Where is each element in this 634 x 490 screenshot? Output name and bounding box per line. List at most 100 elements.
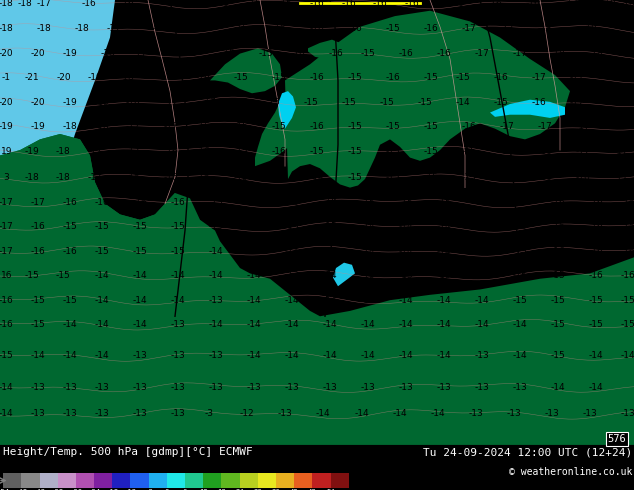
Text: -14: -14	[588, 383, 604, 392]
Text: -15: -15	[170, 222, 185, 231]
Text: -14: -14	[94, 296, 109, 305]
Text: -14: -14	[360, 247, 375, 256]
Text: -16: -16	[487, 0, 502, 8]
Text: -17: -17	[576, 122, 591, 131]
Text: -15: -15	[233, 122, 249, 131]
Text: -54: -54	[0, 489, 10, 490]
Text: -15: -15	[30, 296, 46, 305]
Text: -15: -15	[385, 122, 401, 131]
Text: -19: -19	[0, 122, 14, 131]
Text: -16: -16	[493, 74, 508, 82]
Text: -16: -16	[588, 247, 604, 256]
Bar	[167, 473, 185, 488]
Text: -17: -17	[569, 98, 585, 107]
Text: -18: -18	[100, 49, 115, 58]
Text: -15: -15	[62, 296, 77, 305]
Bar	[240, 473, 258, 488]
Text: -15: -15	[322, 222, 337, 231]
Text: -14: -14	[436, 320, 451, 329]
Text: -15: -15	[132, 247, 147, 256]
Text: -17: -17	[620, 49, 634, 58]
Bar	[330, 473, 349, 488]
Text: -15: -15	[246, 222, 261, 231]
Text: -14: -14	[550, 383, 566, 392]
Text: -13: -13	[62, 383, 77, 392]
Text: -14: -14	[284, 351, 299, 361]
Polygon shape	[285, 11, 570, 188]
Polygon shape	[278, 91, 296, 129]
Text: -16: -16	[309, 74, 325, 82]
Text: -14: -14	[360, 320, 375, 329]
Text: -16: -16	[500, 147, 515, 156]
Text: 18: 18	[217, 489, 226, 490]
Text: -14: -14	[284, 247, 299, 256]
Text: -16: -16	[373, 0, 388, 8]
Text: -16: -16	[620, 271, 634, 280]
Text: -16: -16	[449, 0, 464, 8]
Text: -13: -13	[278, 409, 293, 418]
Text: -48: -48	[15, 489, 28, 490]
Text: -14: -14	[398, 222, 413, 231]
Text: -16: -16	[271, 147, 287, 156]
Text: 3: 3	[3, 173, 10, 182]
Text: -15: -15	[620, 296, 634, 305]
Text: -20: -20	[56, 74, 71, 82]
Text: -14: -14	[132, 296, 147, 305]
Text: -16: -16	[309, 122, 325, 131]
Bar	[58, 473, 76, 488]
Text: -13: -13	[506, 409, 521, 418]
Text: -18: -18	[0, 0, 14, 8]
Text: 30: 30	[254, 489, 262, 490]
Text: -15: -15	[94, 247, 109, 256]
Text: -15: -15	[385, 147, 401, 156]
Text: -18: -18	[582, 24, 597, 33]
Text: -15: -15	[56, 271, 71, 280]
Text: -17: -17	[614, 147, 629, 156]
Text: -16: -16	[620, 198, 634, 207]
Text: -16: -16	[512, 198, 527, 207]
Polygon shape	[490, 99, 565, 118]
Text: -14: -14	[246, 296, 261, 305]
Text: -15: -15	[347, 74, 363, 82]
Text: -14: -14	[430, 409, 445, 418]
Text: -18: -18	[126, 98, 141, 107]
Text: -16: -16	[620, 247, 634, 256]
Text: -14: -14	[512, 320, 527, 329]
Text: -15: -15	[474, 247, 489, 256]
Text: -13: -13	[170, 351, 185, 361]
Text: -17: -17	[126, 122, 141, 131]
Text: -16: -16	[195, 122, 210, 131]
Text: -15: -15	[385, 173, 401, 182]
Text: -17: -17	[500, 122, 515, 131]
Text: -14: -14	[398, 351, 413, 361]
Text: 12: 12	[199, 489, 207, 490]
Text: -17: -17	[607, 98, 623, 107]
Text: -17: -17	[126, 147, 141, 156]
Text: -14: -14	[62, 320, 77, 329]
Text: 54: 54	[326, 489, 335, 490]
Text: -16: -16	[436, 49, 451, 58]
Text: -16: -16	[290, 49, 306, 58]
Text: -15: -15	[322, 198, 337, 207]
Text: -15: -15	[246, 198, 261, 207]
Text: -18: -18	[106, 489, 119, 490]
Text: 36: 36	[271, 489, 280, 490]
Text: -15: -15	[341, 98, 356, 107]
Text: -16: -16	[233, 24, 249, 33]
Text: -8: -8	[145, 489, 153, 490]
Text: -14: -14	[436, 222, 451, 231]
Text: -19: -19	[24, 147, 39, 156]
Text: -15: -15	[221, 49, 236, 58]
Text: -14: -14	[398, 320, 413, 329]
Text: -16: -16	[512, 222, 527, 231]
Text: -16: -16	[126, 173, 141, 182]
Text: -16: -16	[62, 247, 77, 256]
Text: -15: -15	[493, 98, 508, 107]
Text: -16: -16	[233, 98, 249, 107]
Text: -13: -13	[474, 383, 489, 392]
Text: -16: -16	[94, 198, 109, 207]
Text: -16: -16	[550, 222, 566, 231]
Bar	[313, 473, 330, 488]
Text: -15: -15	[512, 247, 527, 256]
Text: -14: -14	[0, 409, 14, 418]
